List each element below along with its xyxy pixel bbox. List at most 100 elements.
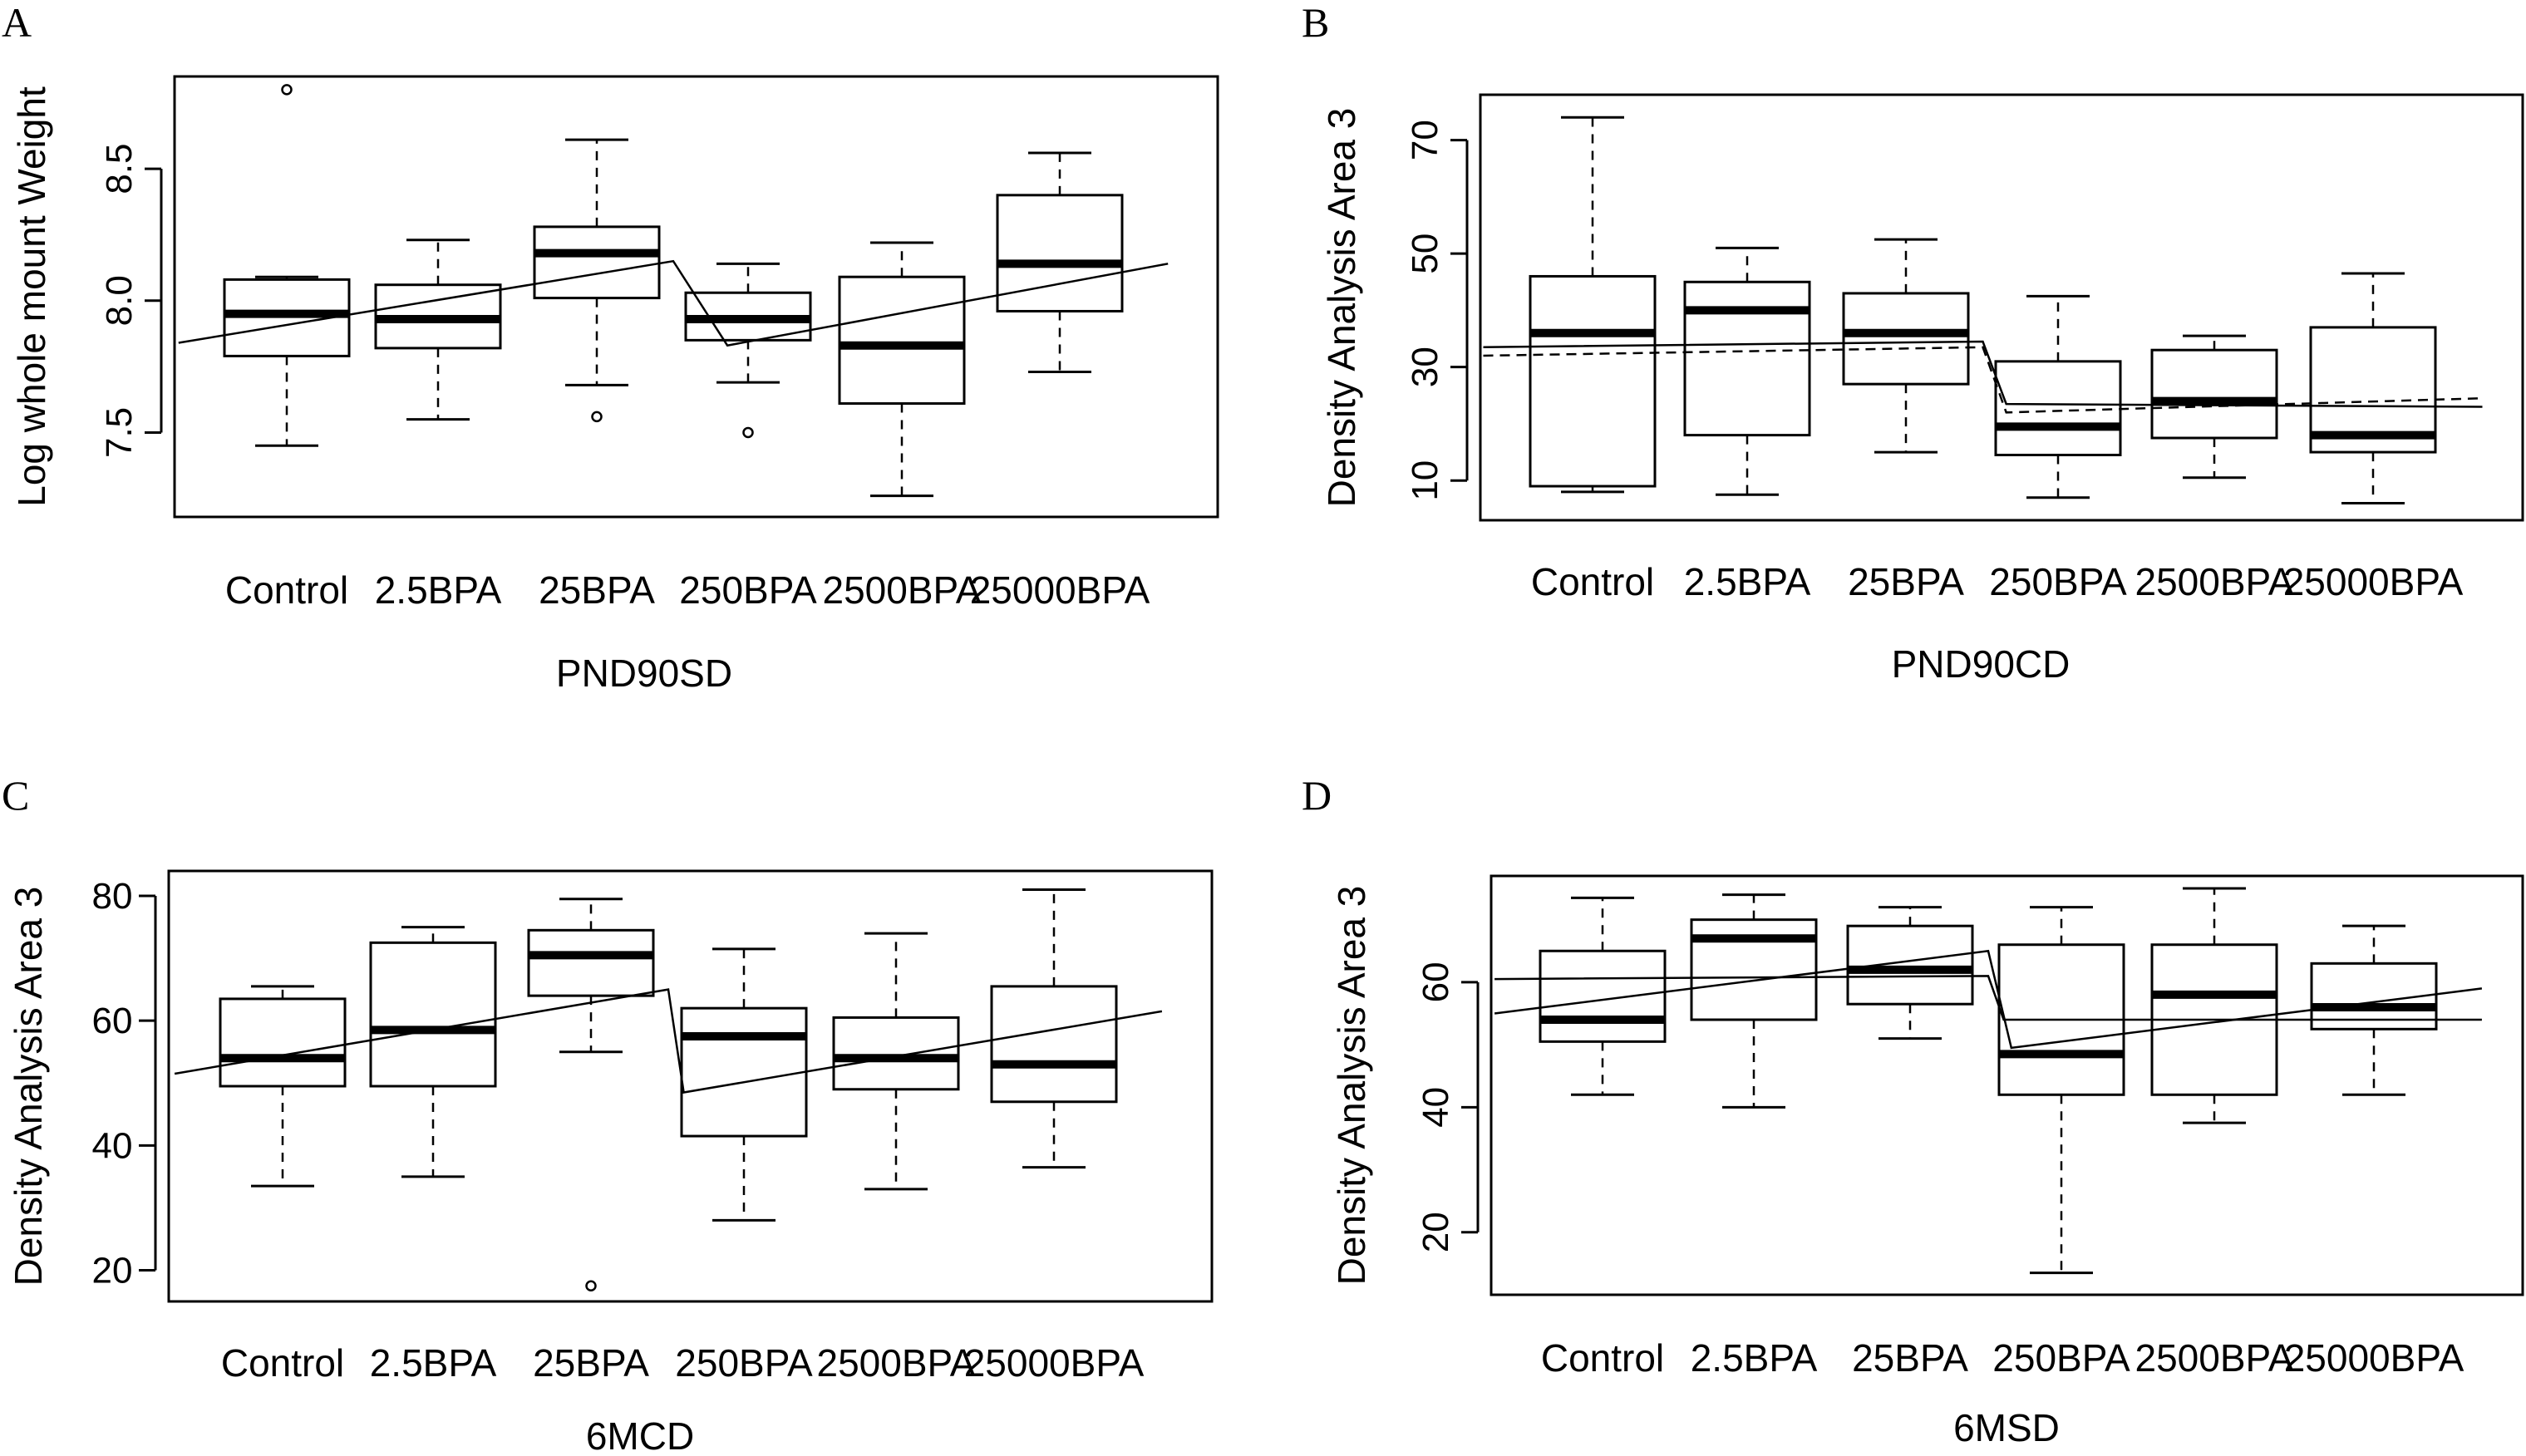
box-control: [1529, 116, 1657, 494]
category-label: 25BPA: [539, 568, 655, 612]
y-tick-label: 60: [92, 1001, 133, 1041]
category-label: 25000BPA: [2283, 560, 2464, 603]
category-label: 25BPA: [1848, 560, 1964, 603]
box-250bpa: [1994, 294, 2122, 499]
category-label: 25000BPA: [964, 1341, 1145, 1385]
iqr-box: [369, 941, 497, 1088]
box-250bpa: [1997, 906, 2125, 1275]
category-label: 2500BPA: [2135, 560, 2294, 603]
category-label: 2.5BPA: [1691, 1336, 1818, 1380]
outlier-point: [585, 1280, 597, 1291]
panel-c-y-axis: 20 40 60 80: [92, 876, 157, 1291]
category-label: 250BPA: [675, 1341, 813, 1385]
panel-b-y-axis-label: Density Analysis Area 3: [1320, 108, 1363, 508]
y-tick-label: 7.5: [99, 407, 140, 458]
panel-d: D 20 40 60 Control 2.5BPA 25BPA 250BPA 2500BPA…: [1302, 772, 2524, 1449]
panel-c-x-axis-label: 6MCD: [586, 1414, 694, 1456]
category-label: Control: [1541, 1336, 1664, 1380]
panel-b-x-axis-label: PND90CD: [1892, 642, 2071, 686]
category-label: 25BPA: [533, 1341, 649, 1385]
y-tick-label: 8.5: [99, 143, 140, 194]
panel-b-fit-lines: [1483, 340, 2483, 414]
box-2500bpa: [2150, 334, 2278, 480]
iqr-box: [2150, 348, 2278, 440]
panel-b-boxes: [1529, 116, 2437, 505]
box-2500bpa: [838, 241, 966, 498]
box-2-5bpa: [1690, 893, 1818, 1109]
y-tick-label: 40: [1416, 1087, 1456, 1128]
box-25000bpa: [2310, 924, 2438, 1096]
iqr-box: [1842, 292, 1970, 386]
box-control: [219, 985, 347, 1188]
iqr-box: [219, 997, 347, 1088]
iqr-box: [527, 928, 655, 997]
panel-d-y-axis-label: Density Analysis Area 3: [1330, 886, 1373, 1286]
y-tick-label: 8.0: [99, 275, 140, 326]
y-tick-label: 70: [1405, 120, 1445, 160]
panel-b: B 10 30 50 70 Control 2.5BPA 25BPA 250BPA 2500B…: [1302, 0, 2524, 686]
category-label: 2.5BPA: [370, 1341, 497, 1385]
iqr-box: [533, 225, 661, 300]
panel-a: A 7.58.08.5 Control 2.5BPA 25BPA 250BPA 2500…: [2, 0, 1219, 695]
panel-d-boxes: [1539, 887, 2438, 1275]
solid-fit-line: [178, 259, 1169, 347]
panel-a-letter: A: [2, 0, 32, 46]
category-label: 25BPA: [1852, 1336, 1968, 1380]
dashed-fit-line: [1483, 346, 2483, 414]
panel-d-y-axis: 20 40 60: [1416, 962, 1480, 1252]
panel-d-plot-frame: [1490, 874, 2524, 1296]
iqr-box: [1994, 360, 2122, 456]
panel-c-letter: C: [2, 772, 29, 819]
panel-a-x-axis-label: PND90SD: [556, 652, 732, 695]
panel-d-fit-lines: [1494, 949, 2483, 1050]
iqr-box: [1683, 280, 1811, 437]
iqr-box: [1539, 949, 1667, 1043]
panel-b-y-axis: 10 30 50 70: [1405, 120, 1469, 501]
y-tick-label: 10: [1405, 460, 1445, 501]
solid-fit-line: [1494, 975, 2482, 1021]
category-label: 25000BPA: [970, 568, 1150, 612]
box-25000bpa: [996, 151, 1124, 373]
iqr-box: [1846, 924, 1974, 1006]
box-2-5bpa: [1683, 246, 1811, 496]
y-tick-label: 20: [92, 1250, 133, 1291]
category-label: 250BPA: [1989, 560, 2127, 603]
category-label: 25000BPA: [2284, 1336, 2464, 1380]
outlier-point: [742, 426, 754, 439]
iqr-box: [996, 194, 1124, 312]
panel-a-y-axis-label: Log whole mount Weight: [10, 86, 53, 507]
box-control: [223, 84, 351, 447]
category-label: 2.5BPA: [375, 568, 502, 612]
panel-d-x-axis-label: 6MSD: [1953, 1406, 2060, 1449]
panel-c: C 20 40 60 80 Control 2.5BPA 25BPA 250BPA 2500B…: [2, 772, 1214, 1456]
box-25000bpa: [990, 888, 1118, 1169]
category-label: 250BPA: [679, 568, 817, 612]
box-250bpa: [680, 947, 808, 1222]
outlier-point: [281, 84, 293, 96]
iqr-box: [838, 275, 966, 406]
panel-c-fit-lines: [174, 988, 1163, 1094]
outlier-point: [591, 411, 603, 423]
iqr-box: [990, 985, 1118, 1104]
panel-c-y-axis-label: Density Analysis Area 3: [7, 887, 50, 1286]
panel-d-letter: D: [1302, 772, 1332, 819]
solid-fit-line: [174, 988, 1163, 1094]
box-2500bpa: [832, 932, 960, 1191]
category-label: 2500BPA: [2135, 1336, 2294, 1380]
panel-a-y-axis: 7.5 8.0 8.5: [99, 143, 163, 458]
category-label: Control: [1531, 560, 1654, 603]
panel-c-plot-frame: [167, 869, 1214, 1303]
y-tick-label: 40: [92, 1125, 133, 1166]
box-control: [1539, 896, 1667, 1096]
iqr-box: [680, 1006, 808, 1138]
y-tick-label: 50: [1405, 234, 1445, 274]
panel-b-letter: B: [1302, 0, 1329, 46]
y-tick-label: 60: [1416, 962, 1456, 1002]
box-250bpa: [684, 262, 812, 439]
box-25bpa: [1846, 906, 1974, 1040]
